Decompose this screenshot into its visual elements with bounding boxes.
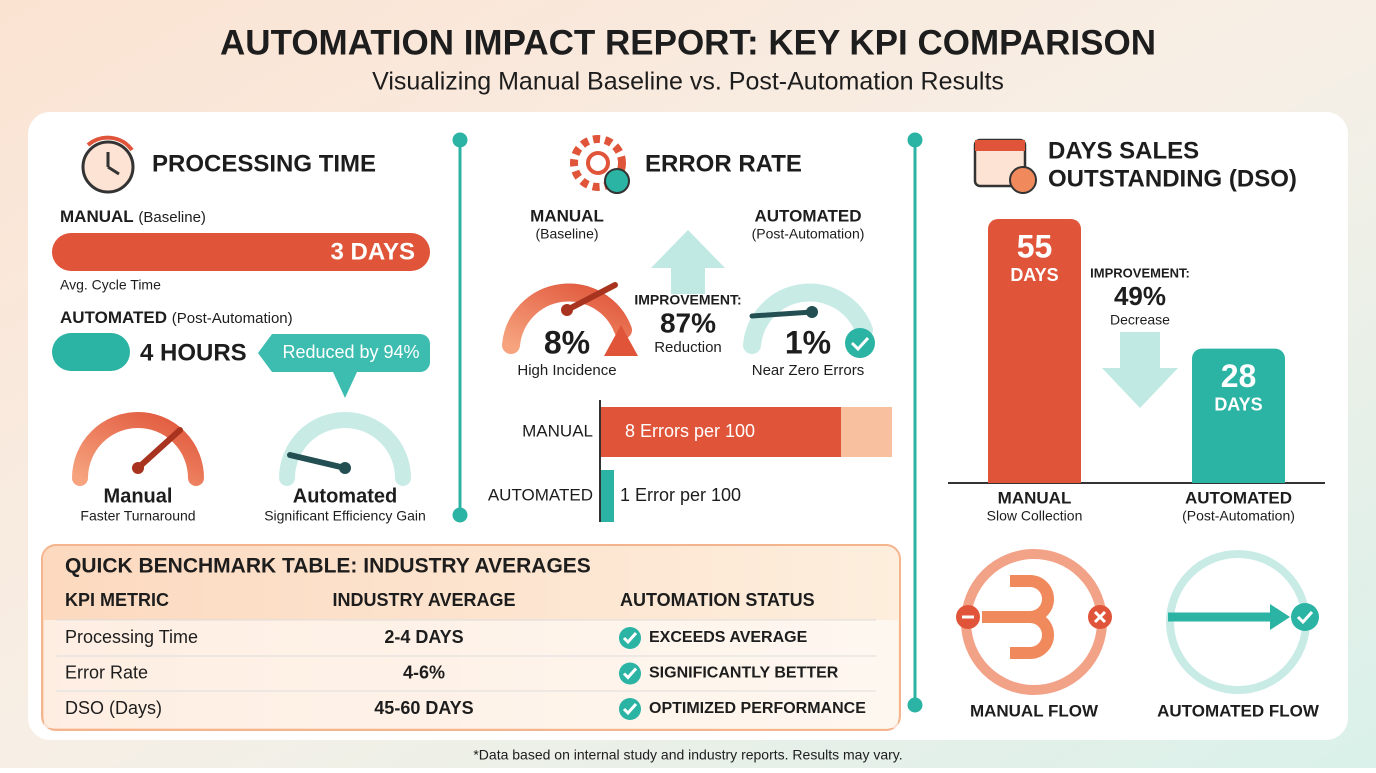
improvement-caption: Reduction [654, 339, 722, 356]
note: (Post-Automation) [752, 226, 865, 242]
down-arrow [1102, 332, 1178, 408]
gauge-caption: Faster Turnaround [80, 508, 195, 524]
manual-flow-icon [956, 549, 1112, 695]
label: MANUAL [60, 207, 134, 226]
flow-label: AUTOMATED FLOW [1157, 701, 1320, 720]
gauge-label: Manual [104, 485, 173, 507]
clock-icon [81, 135, 135, 194]
note: (Baseline) [138, 209, 206, 226]
caption: Avg. Cycle Time [60, 277, 161, 293]
callout-text: Reduced by 94% [282, 342, 419, 362]
table-cell: 2-4 DAYS [384, 627, 463, 647]
gauge-label: Automated [293, 485, 397, 507]
table-header: AUTOMATION STATUS [620, 590, 815, 610]
flow-label: MANUAL FLOW [970, 701, 1099, 720]
calendar-icon [973, 138, 1037, 194]
bar-unit: DAYS [1010, 265, 1058, 285]
panel-title: ERROR RATE [645, 150, 802, 177]
check-icon [845, 328, 875, 358]
improvement-caption: Decrease [1110, 312, 1170, 328]
table-cell: Error Rate [65, 662, 148, 682]
check-mark [850, 336, 870, 352]
dso-bar [1192, 348, 1285, 483]
table-cell: DSO (Days) [65, 698, 162, 718]
automated-bar [601, 470, 614, 522]
table-title: QUICK BENCHMARK TABLE: INDUSTRY AVERAGES [65, 555, 591, 578]
table-header: KPI METRIC [65, 590, 169, 610]
dividers [452, 132, 923, 713]
label: AUTOMATED (Post-Automation) [60, 308, 293, 327]
bar-text: 8 Errors per 100 [625, 421, 755, 441]
bar-caption: Slow Collection [987, 508, 1083, 524]
panel-title: PROCESSING TIME [152, 150, 376, 177]
table-cell: 45-60 DAYS [374, 698, 473, 718]
table-cell: Processing Time [65, 627, 198, 647]
gauges [72, 412, 411, 486]
check-mark [622, 632, 638, 645]
row-lines [56, 619, 876, 692]
check-mark [622, 667, 638, 680]
label: AUTOMATED [60, 308, 167, 327]
manual-bar [601, 407, 841, 457]
note: (Baseline) [535, 226, 598, 242]
bar-value: 55 [1017, 228, 1053, 264]
bar-unit: DAYS [1214, 394, 1262, 414]
table-header: INDUSTRY AVERAGE [332, 590, 515, 610]
table-cell: SIGNIFICANTLY BETTER [649, 665, 839, 682]
gauges [502, 282, 873, 354]
gear-icon [570, 135, 630, 194]
value: 3 DAYS [331, 238, 416, 265]
automated-flow-icon [1166, 550, 1319, 694]
bar-label: AUTOMATED [1185, 488, 1292, 507]
label: MANUAL [530, 206, 604, 225]
caption: Near Zero Errors [752, 362, 865, 379]
caption: High Incidence [517, 362, 616, 379]
bar-label: MANUAL [522, 421, 593, 440]
value: 4 HOURS [140, 339, 247, 366]
footnote: *Data based on internal study and indust… [473, 747, 902, 763]
callout [258, 334, 430, 398]
label: AUTOMATED [754, 206, 861, 225]
warning-icon [604, 325, 638, 356]
table-cell: EXCEEDS AVERAGE [649, 629, 808, 646]
bar-value: 28 [1221, 358, 1257, 394]
value: 8% [544, 324, 590, 360]
panel-title: OUTSTANDING (DSO) [1048, 165, 1297, 192]
table-cell: OPTIMIZED PERFORMANCE [649, 700, 866, 717]
bar-text: 1 Error per 100 [620, 485, 741, 505]
automated-bar [52, 333, 130, 371]
bar-caption: (Post-Automation) [1182, 508, 1295, 524]
panel-title: DAYS SALES [1048, 137, 1199, 164]
improvement-label: IMPROVEMENT: [634, 292, 741, 308]
dso-bar [988, 219, 1081, 483]
gauge-caption: Significant Efficiency Gain [264, 508, 426, 524]
note: (Post-Automation) [172, 310, 293, 327]
manual-bar [52, 233, 430, 271]
value: 1% [785, 324, 831, 360]
up-arrow [651, 230, 725, 294]
table-body [44, 620, 898, 728]
title: AUTOMATION IMPACT REPORT: KEY KPI COMPAR… [220, 23, 1156, 62]
bar-label: AUTOMATED [488, 485, 593, 504]
improvement-label: IMPROVEMENT: [1090, 265, 1190, 280]
improvement-value: 87% [660, 307, 716, 338]
label: MANUAL (Baseline) [60, 207, 206, 226]
subtitle: Visualizing Manual Baseline vs. Post-Aut… [372, 68, 1004, 96]
bar-label: MANUAL [998, 488, 1072, 507]
improvement-value: 49% [1114, 281, 1166, 311]
table-cell: 4-6% [403, 662, 445, 682]
check-mark [622, 703, 638, 716]
